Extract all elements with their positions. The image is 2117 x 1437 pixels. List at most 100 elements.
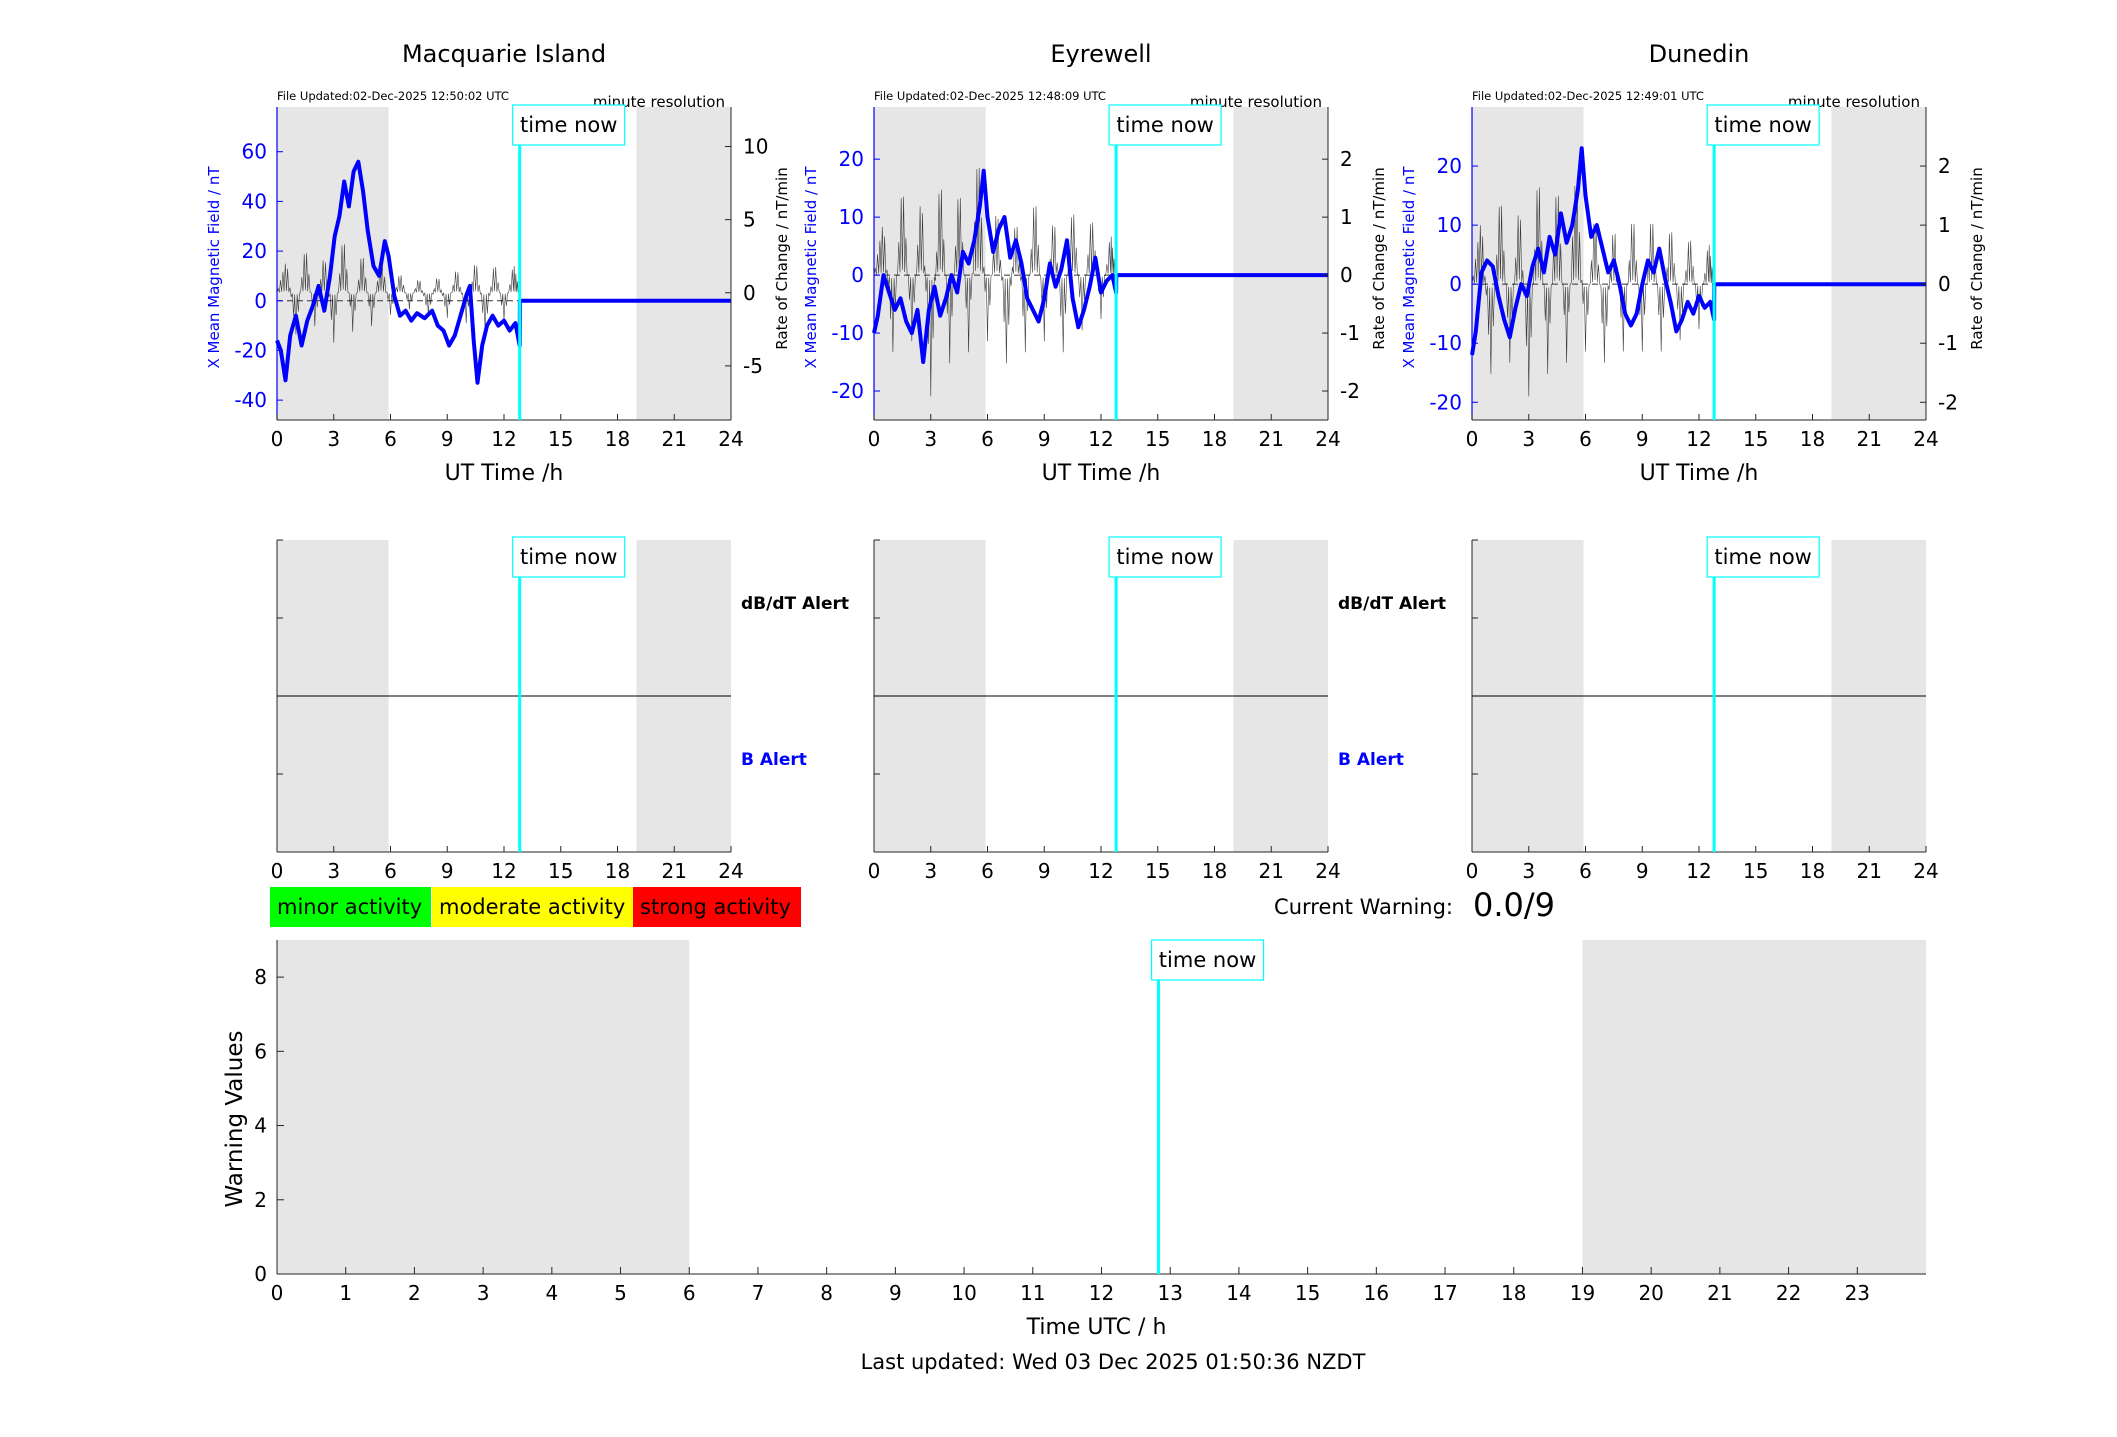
station-panel: Eyrewell File Updated:02-Dec-2025 12:48:0…	[802, 40, 1388, 486]
x-tick-label: 0	[271, 1281, 284, 1305]
dbdt-alert-label: dB/dT Alert	[741, 594, 849, 614]
night-shading	[277, 940, 690, 1274]
x-tick-label: 8	[820, 1281, 833, 1305]
x-tick-label: 6	[981, 427, 994, 451]
right-y-tick-label: 10	[743, 134, 768, 158]
x-tick-label: 6	[981, 859, 994, 883]
time-now-box	[1150, 939, 1265, 981]
left-y-tick-label: 60	[242, 140, 267, 164]
x-tick-label: 15	[548, 427, 573, 451]
activity-legend: minor activity moderate activity strong ac…	[270, 887, 801, 927]
right-y-tick-label: -2	[1938, 390, 1958, 414]
x-tick-label: 9	[441, 427, 454, 451]
x-tick-label: 3	[924, 859, 937, 883]
x-tick-label: 3	[1522, 859, 1535, 883]
time-now-label: time now	[520, 113, 617, 137]
x-tick-label: 9	[1636, 427, 1649, 451]
legend-label: strong activity	[640, 895, 791, 919]
x-tick-label: 15	[1743, 427, 1768, 451]
x-axis-label: UT Time /h	[1042, 461, 1161, 486]
x-tick-label: 24	[718, 427, 743, 451]
x-tick-label: 21	[1259, 427, 1284, 451]
x-tick-label: 18	[605, 859, 630, 883]
file-updated: File Updated:02-Dec-2025 12:50:02 UTC	[277, 89, 509, 103]
x-tick-label: 3	[327, 427, 340, 451]
x-tick-label: 23	[1845, 1281, 1870, 1305]
x-tick-label: 18	[1501, 1281, 1526, 1305]
left-y-tick-label: 10	[839, 205, 864, 229]
legend-label: moderate activity	[439, 895, 625, 919]
left-y-tick-label: 0	[1449, 272, 1462, 296]
y-tick-label: 4	[254, 1114, 267, 1138]
x-tick-label: 20	[1638, 1281, 1663, 1305]
right-y-tick-label: 1	[1340, 205, 1353, 229]
x-tick-label: 13	[1157, 1281, 1182, 1305]
right-y-tick-label: 0	[1938, 272, 1951, 296]
time-now-box	[1706, 536, 1820, 578]
station-panel: Dunedin File Updated:02-Dec-2025 12:49:01…	[1400, 40, 1986, 486]
right-y-axis-label: Rate of Change / nT/min	[1370, 167, 1388, 349]
time-now-label: time now	[1159, 948, 1256, 972]
x-tick-label: 24	[1315, 427, 1340, 451]
x-tick-label: 21	[1857, 427, 1882, 451]
right-y-axis-label: Rate of Change / nT/min	[1968, 167, 1986, 349]
x-tick-label: 5	[614, 1281, 627, 1305]
x-tick-label: 0	[868, 859, 881, 883]
legend-swatch	[270, 887, 431, 927]
x-tick-label: 12	[1686, 427, 1711, 451]
resolution-label: minute resolution	[1788, 93, 1920, 111]
x-tick-label: 10	[951, 1281, 976, 1305]
left-y-tick-label: 20	[839, 147, 864, 171]
x-tick-label: 17	[1432, 1281, 1457, 1305]
station-alert-panels: 0 3 6 9 12 15 18 21 24 time now dB/dT Alert B Alert…	[271, 536, 1939, 883]
time-now-label: time now	[1714, 113, 1811, 137]
left-y-axis-label: X Mean Magnetic Field / nT	[1400, 166, 1418, 369]
right-y-tick-label: 2	[1340, 147, 1353, 171]
x-tick-label: 0	[271, 859, 284, 883]
current-warning-value: 0.0/9	[1473, 886, 1555, 924]
magnetic-field-series	[1470, 146, 1926, 356]
x-tick-label: 6	[1579, 859, 1592, 883]
x-tick-label: 0	[1466, 859, 1479, 883]
y-tick-label: 2	[254, 1188, 267, 1212]
night-shading	[636, 107, 731, 420]
magnetic-field-series	[275, 159, 731, 385]
x-tick-label: 15	[1295, 1281, 1320, 1305]
right-y-tick-label: 5	[743, 208, 756, 232]
rate-of-change-series	[1471, 184, 1714, 397]
left-y-axis-label: X Mean Magnetic Field / nT	[205, 166, 223, 369]
left-y-tick-label: 0	[254, 289, 267, 313]
x-tick-label: 9	[1038, 859, 1051, 883]
right-y-tick-label: 0	[1340, 263, 1353, 287]
resolution-label: minute resolution	[1190, 93, 1322, 111]
x-tick-label: 0	[271, 427, 284, 451]
alert-panel: 0 3 6 9 12 15 18 21 24 time now dB/dT Alert B Alert	[868, 536, 1446, 883]
station-field-panels: Macquarie Island File Updated:02-Dec-2025…	[205, 40, 1986, 486]
x-tick-label: 11	[1020, 1281, 1045, 1305]
left-y-tick-label: 20	[242, 239, 267, 263]
x-tick-label: 21	[662, 427, 687, 451]
x-tick-label: 2	[408, 1281, 421, 1305]
x-tick-label: 24	[1315, 859, 1340, 883]
magnetic-field-series	[872, 168, 1328, 364]
y-tick-label: 0	[254, 1262, 267, 1286]
x-tick-label: 15	[1145, 427, 1170, 451]
night-shading	[1582, 940, 1926, 1274]
x-tick-label: 4	[545, 1281, 558, 1305]
resolution-label: minute resolution	[593, 93, 725, 111]
alert-panel: 0 3 6 9 12 15 18 21 24 time now	[1466, 536, 1939, 883]
left-y-tick-label: 0	[851, 263, 864, 287]
x-tick-label: 18	[1202, 859, 1227, 883]
station-title: Macquarie Island	[402, 40, 606, 68]
right-y-tick-label: 1	[1938, 213, 1951, 237]
x-tick-label: 12	[1089, 1281, 1114, 1305]
y-axis-label: Warning Values	[222, 1030, 248, 1207]
time-now-box	[512, 104, 626, 146]
left-y-tick-label: -20	[1429, 390, 1462, 414]
last-updated: Last updated: Wed 03 Dec 2025 01:50:36 N…	[861, 1350, 1366, 1374]
x-tick-label: 1	[339, 1281, 352, 1305]
left-y-tick-label: 10	[1437, 213, 1462, 237]
night-shading	[1831, 107, 1926, 420]
x-tick-label: 9	[1636, 859, 1649, 883]
